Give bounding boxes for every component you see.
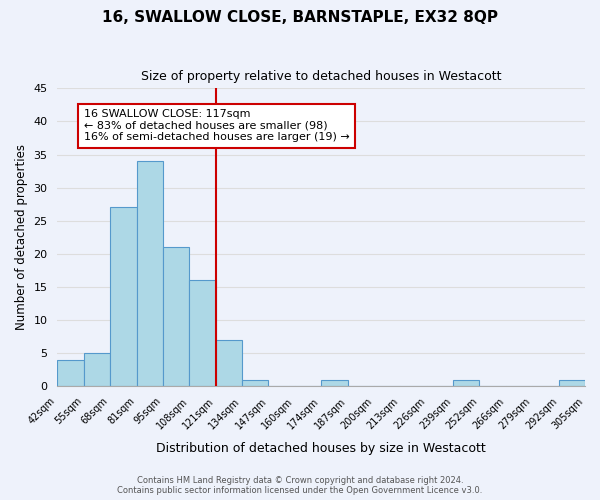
Bar <box>559 380 585 386</box>
Text: Contains HM Land Registry data © Crown copyright and database right 2024.
Contai: Contains HM Land Registry data © Crown c… <box>118 476 482 495</box>
Y-axis label: Number of detached properties: Number of detached properties <box>15 144 28 330</box>
Bar <box>321 380 347 386</box>
Title: Size of property relative to detached houses in Westacott: Size of property relative to detached ho… <box>141 70 502 83</box>
Bar <box>84 353 110 386</box>
Bar <box>110 208 137 386</box>
Bar <box>242 380 268 386</box>
Bar <box>58 360 84 386</box>
Bar <box>137 161 163 386</box>
Bar <box>215 340 242 386</box>
Bar <box>453 380 479 386</box>
Text: 16, SWALLOW CLOSE, BARNSTAPLE, EX32 8QP: 16, SWALLOW CLOSE, BARNSTAPLE, EX32 8QP <box>102 10 498 25</box>
Bar <box>190 280 215 386</box>
Text: 16 SWALLOW CLOSE: 117sqm
← 83% of detached houses are smaller (98)
16% of semi-d: 16 SWALLOW CLOSE: 117sqm ← 83% of detach… <box>84 109 350 142</box>
X-axis label: Distribution of detached houses by size in Westacott: Distribution of detached houses by size … <box>157 442 486 455</box>
Bar <box>163 247 190 386</box>
